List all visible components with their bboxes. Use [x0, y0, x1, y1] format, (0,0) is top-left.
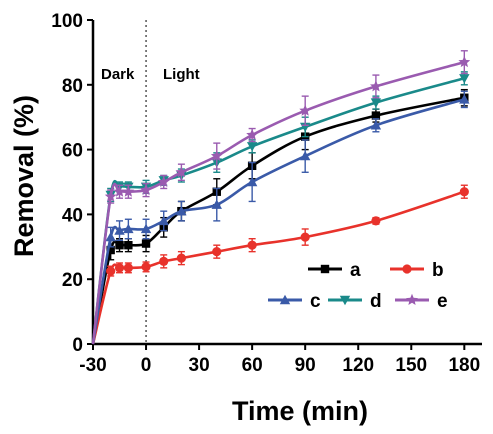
- series-line: [91, 60, 465, 345]
- data-point: [402, 264, 412, 274]
- x-tick-label: 180: [448, 355, 480, 376]
- x-tick-label: -30: [79, 355, 106, 376]
- data-point: [124, 240, 133, 250]
- data-point: [211, 199, 222, 209]
- legend-item-d: d: [328, 291, 382, 312]
- legend: a b c d e: [268, 260, 448, 312]
- x-tick-label: 90: [295, 355, 316, 376]
- data-point: [279, 294, 291, 305]
- legend-item-c: c: [268, 291, 321, 312]
- legend-label: c: [310, 291, 321, 312]
- y-tick-label: 20: [62, 270, 83, 291]
- y-axis-label: Removal (%): [9, 95, 39, 257]
- x-tick-label: 150: [395, 355, 427, 376]
- y-tick-label: 100: [51, 11, 83, 32]
- x-tick-label: 60: [242, 355, 263, 376]
- data-point: [212, 247, 222, 257]
- data-point: [123, 263, 133, 273]
- data-point: [299, 150, 311, 161]
- data-point: [246, 128, 258, 140]
- data-point: [176, 253, 187, 263]
- data-point: [140, 183, 152, 196]
- data-point: [113, 185, 126, 197]
- data-point: [320, 264, 330, 274]
- legend-label: b: [432, 260, 444, 281]
- light-annotation: Light: [163, 66, 200, 83]
- legend-label: d: [370, 291, 382, 312]
- legend-label: a: [350, 260, 361, 281]
- y-tick-label: 80: [62, 76, 83, 97]
- data-point: [141, 262, 151, 272]
- data-point: [141, 239, 151, 248]
- legend-item-a: a: [308, 260, 361, 281]
- data-point: [115, 240, 124, 250]
- data-point: [114, 263, 125, 273]
- series-e: [91, 50, 471, 345]
- x-axis-label: Time (min): [232, 396, 368, 426]
- data-point: [105, 231, 116, 242]
- series-line: [91, 96, 465, 345]
- legend-item-e: e: [395, 291, 448, 312]
- data-point: [406, 293, 418, 305]
- data-point: [176, 205, 187, 216]
- data-point: [300, 232, 310, 242]
- data-point: [157, 175, 170, 187]
- data-point: [158, 215, 169, 226]
- data-point: [370, 80, 382, 92]
- data-point: [140, 223, 152, 234]
- data-point: [339, 295, 351, 306]
- x-tick-label: 30: [189, 355, 210, 376]
- data-point: [458, 55, 471, 68]
- data-point: [299, 104, 312, 116]
- data-point: [210, 149, 223, 162]
- data-point: [459, 94, 470, 104]
- data-point: [123, 223, 134, 234]
- data-point: [104, 190, 117, 202]
- data-point: [370, 120, 382, 130]
- data-point: [175, 166, 188, 178]
- y-tick-label: 0: [72, 335, 83, 356]
- x-tick-label: 0: [141, 355, 152, 376]
- series-line: [91, 98, 465, 345]
- series-layer: [91, 50, 471, 345]
- data-point: [459, 74, 470, 84]
- data-point: [371, 111, 381, 120]
- data-point: [371, 216, 381, 226]
- data-point: [370, 98, 382, 108]
- data-point: [246, 176, 258, 187]
- y-tick-label: 40: [62, 205, 83, 226]
- legend-item-b: b: [390, 260, 444, 281]
- legend-label: e: [437, 291, 448, 312]
- data-point: [459, 187, 469, 197]
- series-a: [91, 88, 469, 345]
- series-b: [91, 184, 469, 345]
- data-point: [159, 256, 169, 266]
- data-point: [114, 225, 125, 235]
- data-point: [246, 142, 258, 152]
- x-tick-label: 120: [342, 355, 374, 376]
- data-point: [247, 240, 257, 250]
- data-point: [122, 185, 135, 197]
- series-c: [91, 90, 470, 345]
- data-point: [106, 245, 115, 255]
- y-tick-label: 60: [62, 141, 83, 162]
- dark-annotation: Dark: [101, 66, 135, 83]
- data-point: [106, 266, 116, 276]
